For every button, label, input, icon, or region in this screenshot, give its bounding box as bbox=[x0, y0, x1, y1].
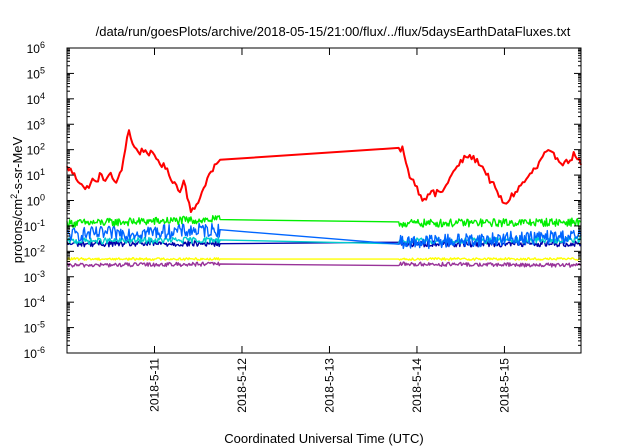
y-tick-exponent: -6 bbox=[37, 345, 45, 355]
y-tick-exponent: 0 bbox=[40, 193, 45, 203]
x-tick-label: 2018-5-14 bbox=[410, 358, 424, 413]
y-tick-label: 10-3 bbox=[24, 269, 45, 285]
y-tick-base: 10 bbox=[27, 169, 41, 183]
series-line-6 bbox=[66, 257, 582, 261]
y-axis-label-base: protons/cm bbox=[10, 199, 25, 263]
y-tick-exponent: 4 bbox=[40, 91, 45, 101]
y-tick-base: 10 bbox=[27, 195, 41, 209]
x-tick-label: 2018-5-11 bbox=[147, 358, 161, 412]
y-tick-base: 10 bbox=[27, 144, 41, 158]
x-axis: 2018-5-11 2018-5-12 2018-5-13 2018-5-14 2018… bbox=[147, 48, 511, 413]
y-tick-label: 102 bbox=[27, 142, 45, 158]
series-line-2 bbox=[66, 214, 582, 229]
y-tick-exponent: 1 bbox=[40, 167, 45, 177]
y-axis-label-rest: -s-sr-MeV bbox=[10, 136, 25, 193]
chart-title: /data/run/goesPlots/archive/2018-05-15/2… bbox=[96, 24, 571, 39]
y-tick-exponent: 6 bbox=[40, 40, 45, 50]
y-axis-label: protons/cm2-s-sr-MeV bbox=[9, 136, 25, 263]
y-tick-base: 10 bbox=[24, 245, 38, 259]
y-tick-exponent: -2 bbox=[37, 243, 45, 253]
y-tick-base: 10 bbox=[27, 42, 41, 56]
x-tick-label: 2018-5-12 bbox=[235, 358, 249, 413]
y-tick-exponent: 3 bbox=[40, 116, 45, 126]
series-line-7 bbox=[66, 261, 582, 268]
y-tick-label: 10-4 bbox=[24, 294, 45, 310]
y-tick-label: 10-5 bbox=[24, 320, 45, 336]
y-tick-base: 10 bbox=[24, 220, 38, 234]
y-tick-label: 10-1 bbox=[24, 218, 45, 234]
x-tick-label: 2018-5-13 bbox=[322, 358, 336, 413]
y-tick-label: 10-6 bbox=[24, 345, 45, 361]
y-tick-exponent: -3 bbox=[37, 269, 45, 279]
series-line-3 bbox=[66, 222, 582, 250]
x-axis-label: Coordinated Universal Time (UTC) bbox=[224, 431, 423, 446]
y-tick-label: 106 bbox=[27, 40, 45, 56]
y-tick-base: 10 bbox=[24, 322, 38, 336]
series-line-1 bbox=[66, 129, 582, 213]
y-tick-exponent: 2 bbox=[40, 142, 45, 152]
y-tick-exponent: -1 bbox=[37, 218, 45, 228]
y-tick-label: 100 bbox=[27, 193, 45, 209]
y-tick-label: 105 bbox=[27, 65, 45, 81]
y-tick-exponent: -5 bbox=[37, 320, 45, 330]
y-axis-label-sup: 2 bbox=[9, 194, 19, 199]
y-tick-base: 10 bbox=[27, 118, 41, 132]
y-tick-exponent: 5 bbox=[40, 65, 45, 75]
y-tick-base: 10 bbox=[27, 67, 41, 81]
plot-frame bbox=[66, 47, 582, 354]
y-tick-base: 10 bbox=[24, 271, 38, 285]
y-tick-label: 10-2 bbox=[24, 243, 45, 259]
y-axis: 10-610-510-410-310-210-11001011021031041… bbox=[24, 40, 581, 361]
series-layer bbox=[66, 129, 582, 268]
y-tick-base: 10 bbox=[24, 296, 38, 310]
y-tick-base: 10 bbox=[27, 93, 41, 107]
y-tick-label: 104 bbox=[27, 91, 45, 107]
y-tick-base: 10 bbox=[24, 347, 38, 361]
y-tick-label: 103 bbox=[27, 116, 45, 132]
y-tick-exponent: -4 bbox=[37, 294, 45, 304]
y-tick-label: 101 bbox=[27, 167, 45, 183]
x-tick-label: 2018-5-15 bbox=[497, 358, 511, 413]
